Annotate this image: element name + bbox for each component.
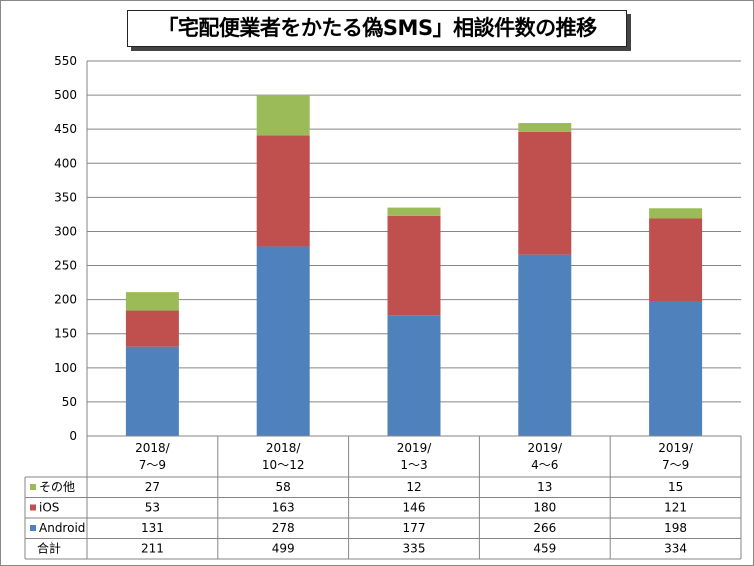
legend-label: Android	[39, 521, 85, 535]
data-label: 177	[403, 521, 426, 535]
data-label: 163	[272, 501, 295, 515]
bar-segment	[387, 315, 441, 436]
bar-segment	[649, 208, 703, 219]
bar-segment	[256, 246, 310, 436]
data-label: 121	[664, 501, 687, 515]
category-label: 2018/	[135, 441, 171, 455]
y-tick-label: 200	[54, 293, 77, 307]
bar-segment	[125, 346, 179, 436]
data-label: 53	[145, 501, 160, 515]
bar-segment	[256, 135, 310, 247]
data-label: 13	[537, 480, 552, 494]
y-axis: 0 50 100 150 200 250 300 350 400 450 500 550	[54, 54, 77, 443]
y-tick-label: 100	[54, 361, 77, 375]
y-tick-label: 300	[54, 224, 77, 238]
category-label: 10～12	[262, 458, 305, 472]
legend-label: iOS	[39, 501, 59, 515]
bar-segment	[125, 310, 179, 347]
bar-segment	[649, 301, 703, 436]
bar-segment	[518, 131, 572, 255]
y-tick-label: 500	[54, 88, 77, 102]
total-value: 211	[141, 542, 164, 556]
total-value: 499	[272, 542, 295, 556]
category-label: 4～6	[531, 458, 558, 472]
total-value: 334	[664, 542, 687, 556]
y-tick-label: 150	[54, 327, 77, 341]
y-tick-label: 550	[54, 54, 77, 68]
chart-title: 「宅配便業者をかたる偽SMS」相談件数の推移	[127, 10, 627, 47]
bar-segment	[387, 215, 441, 316]
data-label: 15	[668, 480, 683, 494]
category-label: 2019/	[658, 441, 694, 455]
data-label: 180	[533, 501, 556, 515]
data-label: 266	[533, 521, 556, 535]
bar-segment	[518, 254, 572, 436]
category-label: 7～9	[139, 458, 166, 472]
y-tick-label: 350	[54, 190, 77, 204]
bar-segment	[649, 218, 703, 301]
legend-key	[30, 504, 36, 511]
bar-segment	[518, 123, 572, 132]
category-label: 1～3	[400, 458, 427, 472]
data-label: 146	[403, 501, 426, 515]
data-label: 12	[406, 480, 421, 494]
bar-segment	[387, 207, 441, 216]
total-value: 459	[533, 542, 556, 556]
totals-label: 合計	[37, 541, 61, 556]
y-tick-label: 250	[54, 259, 77, 273]
category-label: 2019/	[397, 441, 433, 455]
category-label: 2019/	[528, 441, 564, 455]
bars	[125, 95, 703, 436]
bar-segment	[125, 292, 179, 311]
y-tick-label: 50	[62, 395, 77, 409]
y-tick-label: 400	[54, 156, 77, 170]
category-label: 7～9	[662, 458, 689, 472]
y-tick-label: 450	[54, 122, 77, 136]
data-table: 2018/7～9 2018/10～12 2019/1～3 2019/4～6 2019/7…	[24, 435, 742, 560]
data-label: 278	[272, 521, 295, 535]
data-label: 27	[145, 480, 160, 494]
data-label: 198	[664, 521, 687, 535]
legend-label: その他	[39, 480, 75, 494]
legend-key	[30, 525, 36, 531]
data-label: 58	[276, 480, 291, 494]
data-label: 131	[141, 521, 164, 535]
category-label: 2018/	[266, 441, 302, 455]
legend-key	[30, 484, 36, 490]
total-value: 335	[403, 542, 426, 556]
y-tick-label: 0	[69, 429, 77, 443]
bar-segment	[256, 95, 310, 136]
